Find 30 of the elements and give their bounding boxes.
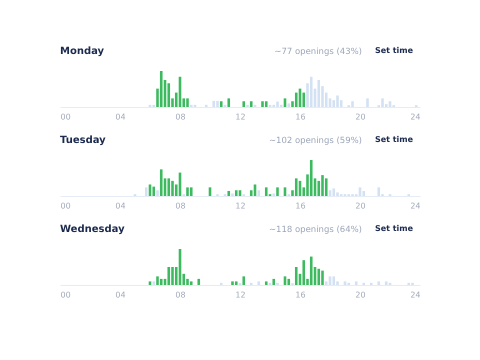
text: Set time: [374, 224, 414, 233]
x-tick-label: 20: [355, 290, 366, 300]
x-tick-label: 04: [115, 112, 126, 122]
chart-title: Tuesday: [60, 135, 106, 146]
x-tick-label: 08: [175, 112, 186, 122]
x-tick-label: 00: [60, 290, 71, 300]
text: Set time: [374, 135, 414, 144]
x-tick-label: 24: [410, 202, 420, 210]
x-tick-label: 16: [295, 112, 306, 122]
x-tick-label: 16: [295, 290, 306, 300]
x-tick-label: 00: [60, 202, 71, 210]
x-tick-label: 24: [410, 112, 420, 122]
text: ~102 openings (59%): [268, 136, 362, 146]
x-tick-label: 12: [235, 290, 246, 300]
x-tick-label: 04: [115, 202, 126, 210]
text: ~118 openings (64%): [268, 225, 362, 235]
x-tick-label: 16: [295, 202, 306, 210]
x-tick-label: 20: [355, 202, 366, 210]
chart-title: Wednesday: [60, 224, 126, 235]
x-tick-label: 04: [115, 290, 126, 300]
x-tick-label: 08: [175, 202, 186, 210]
x-tick-label: 12: [235, 202, 246, 210]
text: Set time: [374, 46, 414, 55]
chart-title: Monday: [60, 46, 105, 57]
x-tick-label: 08: [175, 290, 186, 300]
x-tick-label: 20: [355, 112, 366, 122]
x-tick-label: 12: [235, 112, 246, 122]
x-tick-label: 00: [60, 112, 71, 122]
x-tick-label: 24: [410, 290, 420, 300]
text: ~77 openings (43%): [274, 47, 362, 57]
